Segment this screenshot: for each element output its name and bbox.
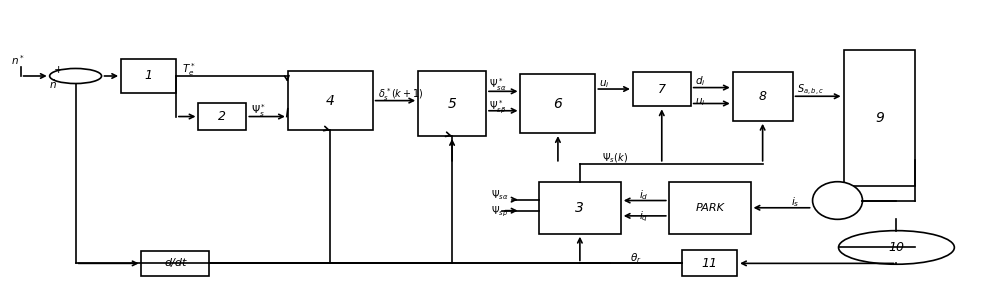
Circle shape [50,68,102,84]
Text: $\theta_r$: $\theta_r$ [630,251,642,265]
Text: $S_{a,b,c}$: $S_{a,b,c}$ [797,83,824,98]
Text: d/dt: d/dt [164,258,187,268]
Text: 7: 7 [658,83,666,95]
Text: $\delta_s^*(k+1)$: $\delta_s^*(k+1)$ [378,86,423,103]
Text: $\Psi_{s\beta}$: $\Psi_{s\beta}$ [491,205,508,219]
Text: 4: 4 [326,94,335,108]
Text: $+$: $+$ [53,63,63,74]
Text: 6: 6 [553,97,562,111]
Text: PARK: PARK [695,203,724,213]
Text: $\Psi_s^*$: $\Psi_s^*$ [251,102,266,119]
Bar [288,71,373,130]
Bar [198,103,246,130]
Text: $i_d$: $i_d$ [639,188,648,202]
Text: $u_i$: $u_i$ [695,96,705,108]
Text: 8: 8 [759,90,767,103]
Text: $\Psi_{s\alpha}$: $\Psi_{s\alpha}$ [491,188,509,202]
Text: $i_s$: $i_s$ [791,195,799,209]
Text: $\Psi_s(k)$: $\Psi_s(k)$ [602,152,628,165]
Bar [844,50,915,186]
Bar [682,250,737,276]
Circle shape [839,231,954,264]
Text: $\Psi_{s\alpha}^*$: $\Psi_{s\alpha}^*$ [489,76,507,93]
Text: $i_q$: $i_q$ [639,210,648,224]
Bar [633,72,691,107]
Ellipse shape [813,182,862,219]
Text: $n^*$: $n^*$ [11,53,25,67]
Text: $\bar{n}$: $\bar{n}$ [49,79,57,91]
Text: $\Psi_{s\beta}^*$: $\Psi_{s\beta}^*$ [489,99,506,116]
Bar [121,59,176,93]
Text: $d_i$: $d_i$ [695,75,705,88]
Bar [520,74,595,133]
Text: 9: 9 [875,111,884,125]
Bar [418,71,486,136]
Text: 11: 11 [702,257,718,270]
Text: 1: 1 [144,70,152,82]
Text: 2: 2 [218,110,226,123]
Bar [141,251,209,276]
Text: 10: 10 [888,241,904,254]
Bar [733,72,793,121]
Bar [539,182,621,234]
Bar [669,182,751,234]
Text: $u_i$: $u_i$ [599,78,610,90]
Text: 3: 3 [575,201,584,215]
Text: 5: 5 [448,97,457,111]
Text: $T_e^*$: $T_e^*$ [182,61,196,77]
